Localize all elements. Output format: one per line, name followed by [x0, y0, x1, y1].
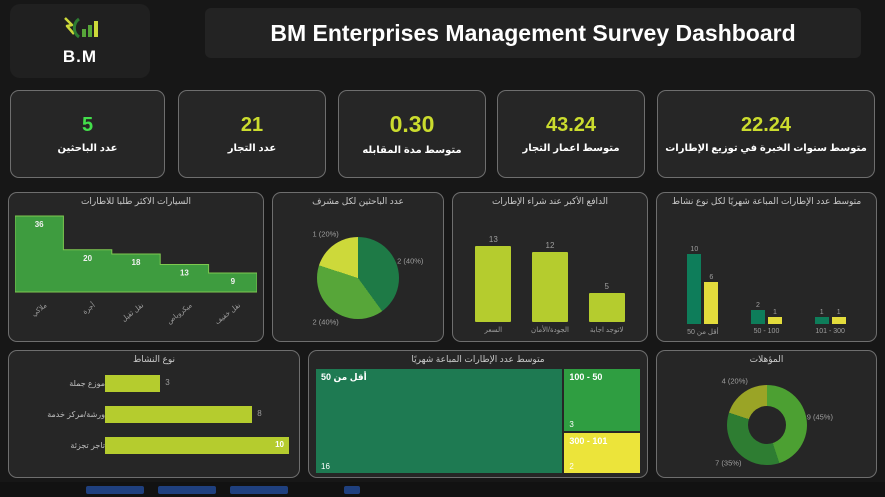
svg-text:18: 18: [132, 258, 141, 267]
chart-card-cars-demand: السيارات الاكثر طلبا للاطارات 36 20 18 13 9 م…: [8, 192, 264, 342]
kpi-card-researchers: 5 عدد الباحثين: [10, 90, 165, 178]
chart-card-purchase-motive: الدافع الأكبر عند شراء الإطارات 13 السعر 1…: [452, 192, 648, 342]
kpi-value: 22.24: [740, 114, 792, 136]
svg-text:أجرة: أجرة: [80, 300, 96, 316]
kpi-value: 5: [81, 114, 94, 136]
kpi-value: 0.30: [389, 111, 435, 138]
bm-logo-icon: [64, 17, 98, 39]
svg-text:نقل ثقيل: نقل ثقيل: [121, 302, 146, 323]
purchase-motive-bar-chart[interactable]: 13 السعر 12 الجودة/الأمان 5 لاتوجد اجابة: [459, 210, 641, 338]
bm-logo-text: B.M: [62, 47, 98, 66]
kpi-value: 21: [240, 114, 264, 136]
kpi-card-traders: 21 عدد التجار: [178, 90, 326, 178]
chart-card-tires-by-activity: متوسط عدد الإطارات المباعة شهريًا لكل نو…: [656, 192, 877, 342]
kpi-card-avg-experience-years: 22.24 متوسط سنوات الخبرة في توزيع الإطار…: [657, 90, 875, 178]
qualifications-donut-chart[interactable]: 9 (45%) 7 (35%) 4 (20%): [715, 376, 833, 468]
kpi-label: متوسط مدة المقابله: [362, 144, 462, 156]
svg-text:9: 9: [231, 277, 236, 286]
chart-title: متوسط عدد الإطارات المباعة شهريًا: [411, 354, 545, 364]
page-tab-bar: [0, 482, 885, 497]
svg-text:13: 13: [180, 269, 189, 278]
chart-card-researchers-per-supervisor: عدد الباحثين لكل مشرف 2 (40%) 2 (40%) 1 (2…: [272, 192, 444, 342]
footer-page-tab[interactable]: [86, 485, 144, 494]
footer-page-tab[interactable]: [230, 485, 288, 494]
footer-page-tab[interactable]: [158, 485, 216, 494]
svg-text:36: 36: [35, 220, 44, 229]
chart-card-activity-type: نوع النشاط موزع جملة 3 ورشة/مركز خدمة 8 تاجر…: [8, 350, 300, 478]
kpi-label: عدد التجار: [227, 143, 277, 154]
chart-title: متوسط عدد الإطارات المباعة شهريًا لكل نو…: [671, 196, 862, 206]
svg-text:20: 20: [83, 254, 92, 263]
kpi-card-avg-interview-duration: 0.30 متوسط مدة المقابله: [338, 90, 486, 178]
cars-demand-area-chart[interactable]: 36 20 18 13 9 ملاكي أجرة نقل ثقيل ميكروباص نقل خف…: [14, 210, 258, 338]
kpi-card-avg-trader-age: 43.24 متوسط اعمار التجار: [497, 90, 645, 178]
chart-title: السيارات الاكثر طلبا للاطارات: [80, 196, 192, 206]
svg-text:ميكروباص: ميكروباص: [165, 301, 193, 326]
activity-type-hbar-chart[interactable]: موزع جملة 3 ورشة/مركز خدمة 8 تاجر تجزئة 10: [15, 368, 293, 474]
svg-text:نقل خفيف: نقل خفيف: [214, 302, 242, 326]
page-title: BM Enterprises Management Survey Dashboa…: [270, 19, 796, 46]
researchers-per-supervisor-pie-chart[interactable]: 2 (40%) 2 (40%) 1 (20%): [312, 229, 424, 327]
bm-logo: B.M: [10, 4, 150, 78]
chart-card-tires-treemap: متوسط عدد الإطارات المباعة شهريًا أقل من…: [308, 350, 648, 478]
chart-title: عدد الباحثين لكل مشرف: [312, 196, 404, 206]
tires-by-activity-grouped-bar-chart[interactable]: 10 6 أقل من 50 2 1 50 - 100 1 1 101 - 300: [687, 246, 846, 336]
chart-card-qualifications: المؤهلات 9 (45%) 7 (35%) 4 (20%): [656, 350, 877, 478]
chart-title: المؤهلات: [749, 354, 784, 364]
tires-sold-treemap[interactable]: أقل من 50 16 50 - 100 3 101 - 300 2: [315, 368, 641, 474]
kpi-label: متوسط سنوات الخبرة في توزيع الإطارات: [665, 143, 867, 154]
dashboard-title-bar: BM Enterprises Management Survey Dashboa…: [205, 8, 861, 58]
chart-title: الدافع الأكبر عند شراء الإطارات: [491, 196, 609, 206]
svg-text:ملاكي: ملاكي: [30, 301, 49, 318]
kpi-label: عدد الباحثين: [57, 143, 118, 154]
kpi-value: 43.24: [545, 114, 597, 136]
chart-title: نوع النشاط: [132, 354, 176, 364]
kpi-label: متوسط اعمار التجار: [522, 143, 620, 154]
footer-page-tab[interactable]: [344, 485, 360, 494]
